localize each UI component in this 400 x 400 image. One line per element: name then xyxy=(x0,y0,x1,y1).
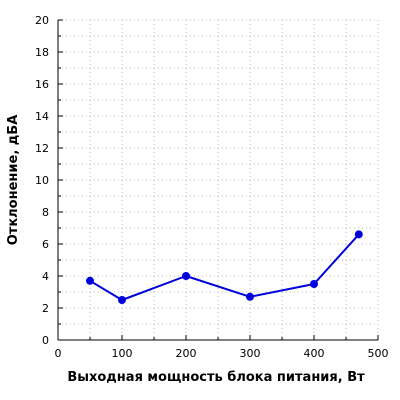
x-axis-ticks: 0 100 200 300 400 500 xyxy=(55,335,389,360)
y-tick-label: 20 xyxy=(35,14,49,27)
y-axis-title: Отклонение, дБА xyxy=(6,115,21,246)
x-tick-label: 200 xyxy=(176,347,197,360)
data-point xyxy=(310,280,318,288)
series-group xyxy=(86,230,363,304)
x-axis-title: Выходная мощность блока питания, Вт xyxy=(67,370,365,385)
y-tick-label: 16 xyxy=(35,78,49,91)
y-tick-label: 4 xyxy=(42,270,49,283)
data-point xyxy=(246,292,254,301)
y-tick-label: 6 xyxy=(42,238,49,251)
data-point xyxy=(354,230,363,239)
x-tick-label: 0 xyxy=(55,347,62,360)
data-point xyxy=(182,272,190,280)
data-point xyxy=(86,276,94,285)
x-tick-label: 100 xyxy=(112,347,133,360)
y-tick-label: 18 xyxy=(35,46,49,59)
y-tick-label: 10 xyxy=(35,174,49,187)
x-tick-label: 500 xyxy=(368,347,389,360)
series-line xyxy=(89,233,360,301)
data-point xyxy=(118,296,126,304)
y-tick-label: 14 xyxy=(35,110,49,123)
x-tick-label: 300 xyxy=(240,347,261,360)
y-axis-ticks: 0 2 4 6 8 10 12 14 16 18 20 xyxy=(35,14,63,347)
grid xyxy=(58,19,379,340)
y-tick-label: 2 xyxy=(42,302,49,315)
y-tick-label: 8 xyxy=(42,206,49,219)
x-tick-label: 400 xyxy=(304,347,325,360)
y-tick-label: 12 xyxy=(35,142,49,155)
y-tick-label: 0 xyxy=(42,334,49,347)
